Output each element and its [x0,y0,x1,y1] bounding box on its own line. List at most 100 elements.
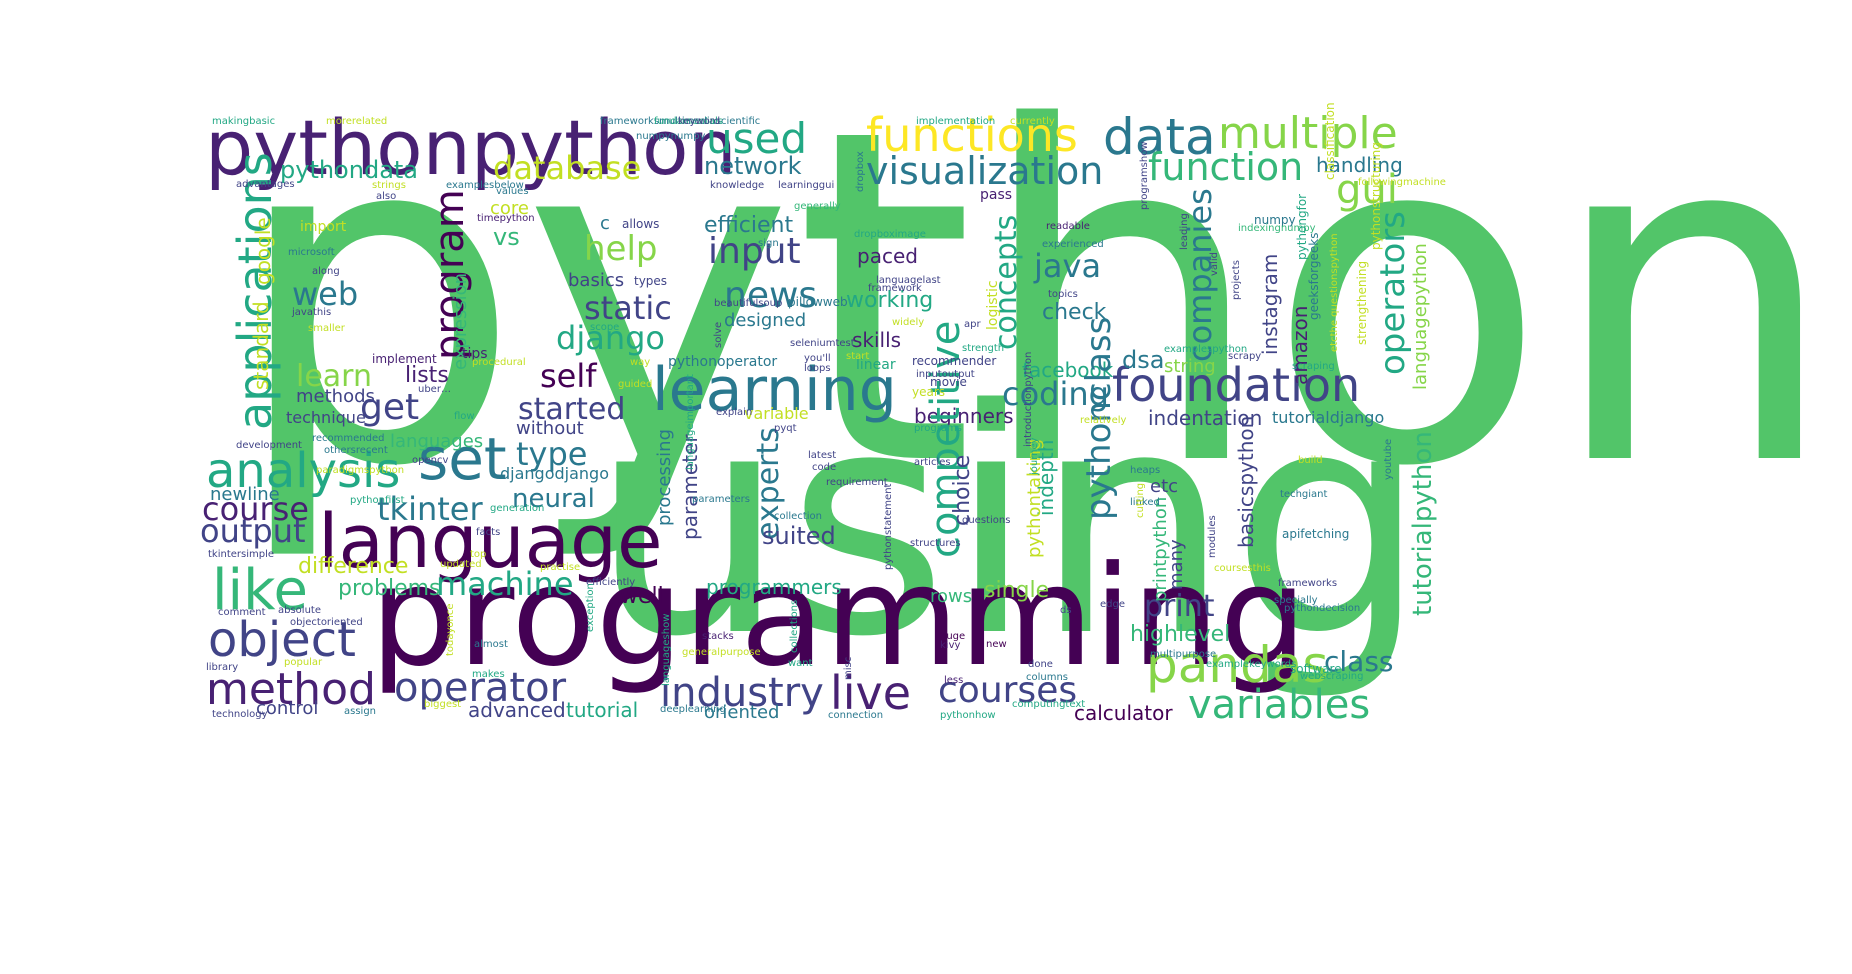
word-build-135: build [1298,455,1323,466]
word-tutorialpython-95: tutorialpython [1408,431,1438,616]
word-pythonoperator-112: pythonoperator [668,354,778,370]
word-leading-234: leading [1179,213,1190,250]
word-misc-252: misc [843,656,854,680]
word-google-85: google [251,217,275,285]
word-basicspython-97: basicspython [1234,415,1258,548]
word-industry-69: industry [660,670,824,716]
word-set-49: set [418,425,507,493]
word-introductionpython-248: introductionpython [1023,351,1034,447]
word-valid-240: valid [1209,252,1220,276]
word-pythonstatement-251: pythonstatement [883,483,894,570]
word-like-60: like [212,558,309,623]
word-latest-187: latest [808,450,837,461]
word-live-70: live [830,666,912,720]
word-languages-83: languages [390,431,484,452]
word-learn-33: learn [296,359,372,394]
word-advanced-74: advanced [468,698,566,722]
word-webscraping-144: webscraping [1300,671,1364,682]
word-movie-128: movie [930,375,967,389]
word-scraping-242: scraping [1292,361,1335,372]
word-efficient-19: efficient [704,213,794,238]
word-generalpurpose-160: generalpurpose [682,647,761,658]
word-done-151: done [1028,659,1053,670]
word-new-152: new [986,639,1007,650]
word-timepython-116: timepython [477,213,535,224]
word-generation-180: generation [490,503,545,514]
word-implementation-229: implementation [916,116,996,127]
word-want-162: want [788,658,813,669]
word-multipurpose-143: multipurpose [1150,649,1217,660]
word-seleniumtest-202: seleniumtest [790,338,855,349]
word-function-9: function [1148,145,1304,189]
word-also-220: also [376,191,397,202]
word-assign-167: assign [344,706,377,717]
word-pass-109: pass [980,187,1013,203]
word-vs-17: vs [493,223,520,251]
word-beautifulsoup-207: beautifulsoup [714,298,783,309]
word-less-155: less [944,675,964,686]
word-huge-153: huge [940,631,966,642]
word-facts-179: facts [476,527,501,538]
word-without-84: without [516,418,584,439]
word-relatively-134: relatively [1080,415,1127,426]
word-top-178: top [470,549,487,560]
word-languagelast-122: languagelast [876,275,941,286]
word-readable-124: readable [1046,221,1090,232]
word-programming-2: programming [370,536,1307,697]
word-programs-196: programs [914,423,962,434]
word-articles-190: articles [914,457,951,468]
word-solve-208: solve [713,321,724,348]
word-c-118: c [600,213,610,234]
word-functions-4: functions [866,108,1078,162]
word-requirement-189: requirement [826,477,888,488]
word-pandas-64: pandas [1146,636,1329,694]
word-library-169: library [206,662,239,673]
word-languageimportant-258: languageimportant [685,374,696,470]
word-skills-36: skills [852,328,902,352]
word-smaller-219: smaller [308,323,345,334]
word-popular-170: popular [284,657,323,668]
word-deeplearning-163: deeplearning [660,704,726,715]
word-class-66: class [1324,645,1394,678]
word-recommended-185: recommended [312,433,385,444]
word-flow-201: flow [454,411,475,422]
word-indentation-47: indentation [1148,406,1263,430]
word-advantages-221: advantages [236,179,295,190]
word-computingtext-157: computingtext [1012,699,1086,710]
word-makes-165: makes [472,669,505,680]
word-started-42: started [518,392,626,427]
word-questions-193: questions [962,515,1011,526]
word-output-57: output [200,512,306,550]
word-scrapy-241: scrapy [1228,351,1262,362]
word-rows-106: rows [930,586,973,607]
word-type-50: type [516,435,588,473]
word-java-21: java [1034,247,1102,285]
word-dropbox-232: dropbox [855,151,866,192]
word-import-115: import [300,219,347,235]
word-collection-191: collection [774,511,822,522]
word-core-16: core [490,198,529,219]
word-control-77: control [256,698,319,719]
word-years-129: years [912,385,946,399]
word-strength-132: strength [962,343,1005,354]
word-kivy-154: kivy [940,640,961,651]
word-paced-22: paced [857,244,918,268]
word-variables-72: variables [1188,682,1371,728]
word-language-58: language [318,499,663,585]
word-tkinter-54: tkinter [377,490,483,528]
word-processing-100: processing [654,428,675,526]
word-you-ll-203: you'll [804,353,831,364]
word-multiple-6: multiple [1218,108,1398,159]
word-followingmachine-231: followingmachine [1358,177,1446,188]
word-fundamentals-227: fundamentals [654,116,723,127]
word-code-188: code [812,462,837,473]
word-tips-113: tips [462,346,488,362]
word-types-119: types [634,274,668,288]
word-languagepython-96: languagepython [1410,243,1431,390]
word-absolute-173: absolute [278,605,321,616]
word-uber-199: uber… [418,384,451,395]
word-topics-126: topics [1048,289,1078,300]
word-columns-156: columns [1026,672,1069,683]
word-instagram-90: instagram [1258,253,1282,355]
word-learning-35: learning [652,355,897,425]
